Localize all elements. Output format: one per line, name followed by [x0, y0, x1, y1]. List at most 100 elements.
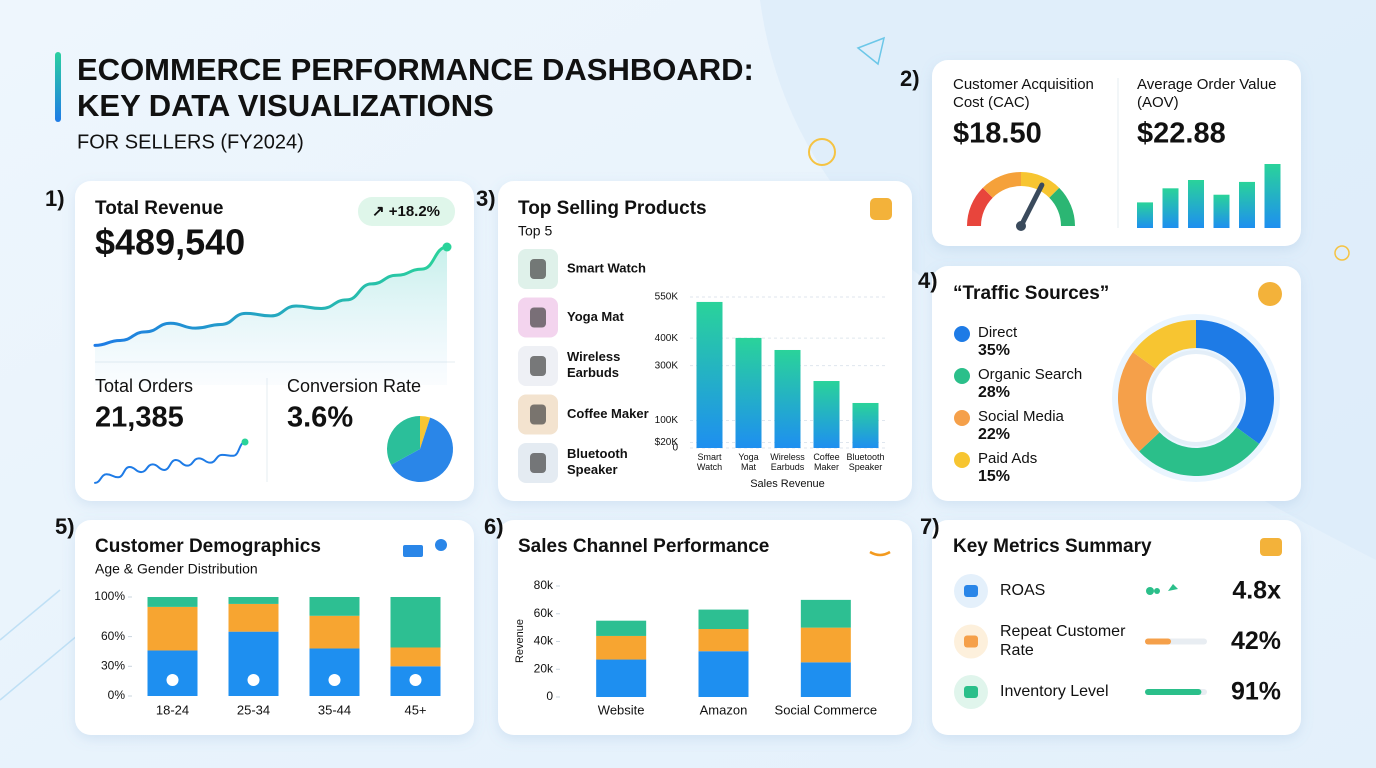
product-glyph [530, 259, 546, 279]
kpi-value: 3.6% [287, 402, 353, 434]
icon [870, 198, 892, 220]
kpi-label: Conversion Rate [287, 376, 421, 396]
change-pill [358, 197, 455, 226]
legend-value: 28% [978, 384, 1010, 401]
bar [1162, 188, 1179, 228]
title-accent [55, 52, 61, 122]
y-tick-label: $20K [655, 437, 679, 448]
bg-circle [808, 138, 836, 166]
bar-icon [247, 674, 260, 686]
pie-slice [386, 416, 420, 465]
product-name: Smart Watch [567, 260, 646, 275]
gauge-band [967, 187, 993, 226]
donut-slice [1196, 320, 1274, 444]
icon [435, 539, 447, 551]
product-name: Yoga Mat [567, 309, 624, 324]
y-tick-label: 400K [655, 333, 679, 344]
legend-value: 22% [978, 426, 1010, 443]
bar-segment [698, 629, 749, 652]
kpi-value: $489,540 [95, 222, 245, 263]
panel-number: 2) [900, 66, 920, 91]
x-tick-label: 25-34 [237, 702, 270, 717]
kpi-label: Cost (CAC) [953, 94, 1030, 111]
y-tick-label: 100% [94, 589, 125, 603]
card-title: Total Revenue [95, 198, 223, 219]
legend-dot [954, 326, 970, 342]
pie-slice [420, 416, 431, 449]
bar-segment [228, 603, 279, 632]
card-title: Customer Demographics [95, 536, 321, 557]
x-tick-label: Website [598, 702, 645, 717]
icon [1260, 538, 1282, 556]
donut-slice [1139, 427, 1260, 476]
product-glyph [530, 307, 546, 328]
y-tick-label: 300K [655, 360, 679, 371]
bar [1213, 194, 1230, 228]
y-tick-label: 0 [672, 443, 678, 454]
bar-segment [596, 659, 647, 697]
y-tick-label: 550K [655, 292, 679, 303]
bar-icon [166, 674, 179, 686]
metric-glyph [964, 585, 978, 597]
bar-segment [698, 609, 749, 630]
legend-label: Direct [978, 324, 1018, 341]
bar [735, 337, 762, 448]
bar-segment [800, 599, 851, 628]
card-title: Key Metrics Summary [953, 536, 1152, 557]
y-tick-label: 80k [534, 578, 554, 592]
metric-value: 91% [1231, 678, 1281, 706]
legend-label: Paid Ads [978, 450, 1037, 467]
metric-glyph [964, 686, 978, 698]
kpi-label: Average Order Value [1137, 76, 1277, 93]
x-tick-label: Wireless Earbuds [770, 452, 805, 472]
kpi-label: Total Orders [95, 376, 193, 396]
y-axis-label: Revenue [514, 619, 526, 663]
legend-value: 35% [978, 342, 1010, 359]
bar-segment [228, 631, 279, 696]
panel-number: 6) [484, 514, 504, 539]
x-tick-label: 35-44 [318, 702, 351, 717]
progress-bar [1145, 689, 1202, 695]
bar-segment [596, 620, 647, 636]
product-glyph [530, 453, 546, 473]
gauge-band [1049, 187, 1075, 226]
progress-bar [1145, 638, 1172, 645]
x-tick-label: 45+ [404, 702, 426, 717]
kpi-value: $18.50 [953, 118, 1042, 150]
bar-segment [390, 597, 441, 648]
bar-segment [800, 627, 851, 663]
panel-number: 5) [55, 514, 75, 539]
bar-segment [228, 597, 279, 604]
kpi-label: Customer Acquisition [953, 76, 1094, 93]
bar [1264, 164, 1281, 228]
product-name: Coffee Maker [567, 406, 649, 421]
bar-icon [328, 674, 341, 686]
card-title: “Traffic Sources” [953, 283, 1109, 304]
metric-label: Repeat Customer [1000, 623, 1126, 640]
x-tick-label: Social Commerce [775, 702, 878, 717]
panel-number: 7) [920, 514, 940, 539]
y-tick-label: 0 [546, 689, 553, 703]
legend-label: Organic Search [978, 366, 1082, 383]
change: ↗ +18.2% [372, 203, 440, 220]
bar [1188, 180, 1204, 228]
y-tick-label: 100K [655, 415, 679, 426]
metric-dot [1154, 588, 1160, 594]
bar-segment [309, 597, 360, 616]
gauge-hub [1016, 221, 1026, 231]
title: ECOMMERCE PERFORMANCE DASHBOARD: [77, 52, 754, 87]
x-tick-label: Smart Watch [697, 452, 722, 472]
card [932, 520, 1301, 735]
y-tick-label: 60k [534, 606, 554, 620]
metric-value: 4.8x [1232, 577, 1281, 605]
donut-hole [1148, 350, 1244, 446]
metric-label: ROAS [1000, 582, 1045, 599]
gauge-band [982, 172, 1021, 198]
gauge-needle [1018, 182, 1045, 229]
x-axis-label: Sales Revenue [750, 478, 825, 490]
bar [1239, 181, 1255, 228]
y-tick-label: 0% [108, 688, 126, 702]
panel-number: 1) [45, 186, 65, 211]
kpi-value: 21,385 [95, 402, 184, 434]
